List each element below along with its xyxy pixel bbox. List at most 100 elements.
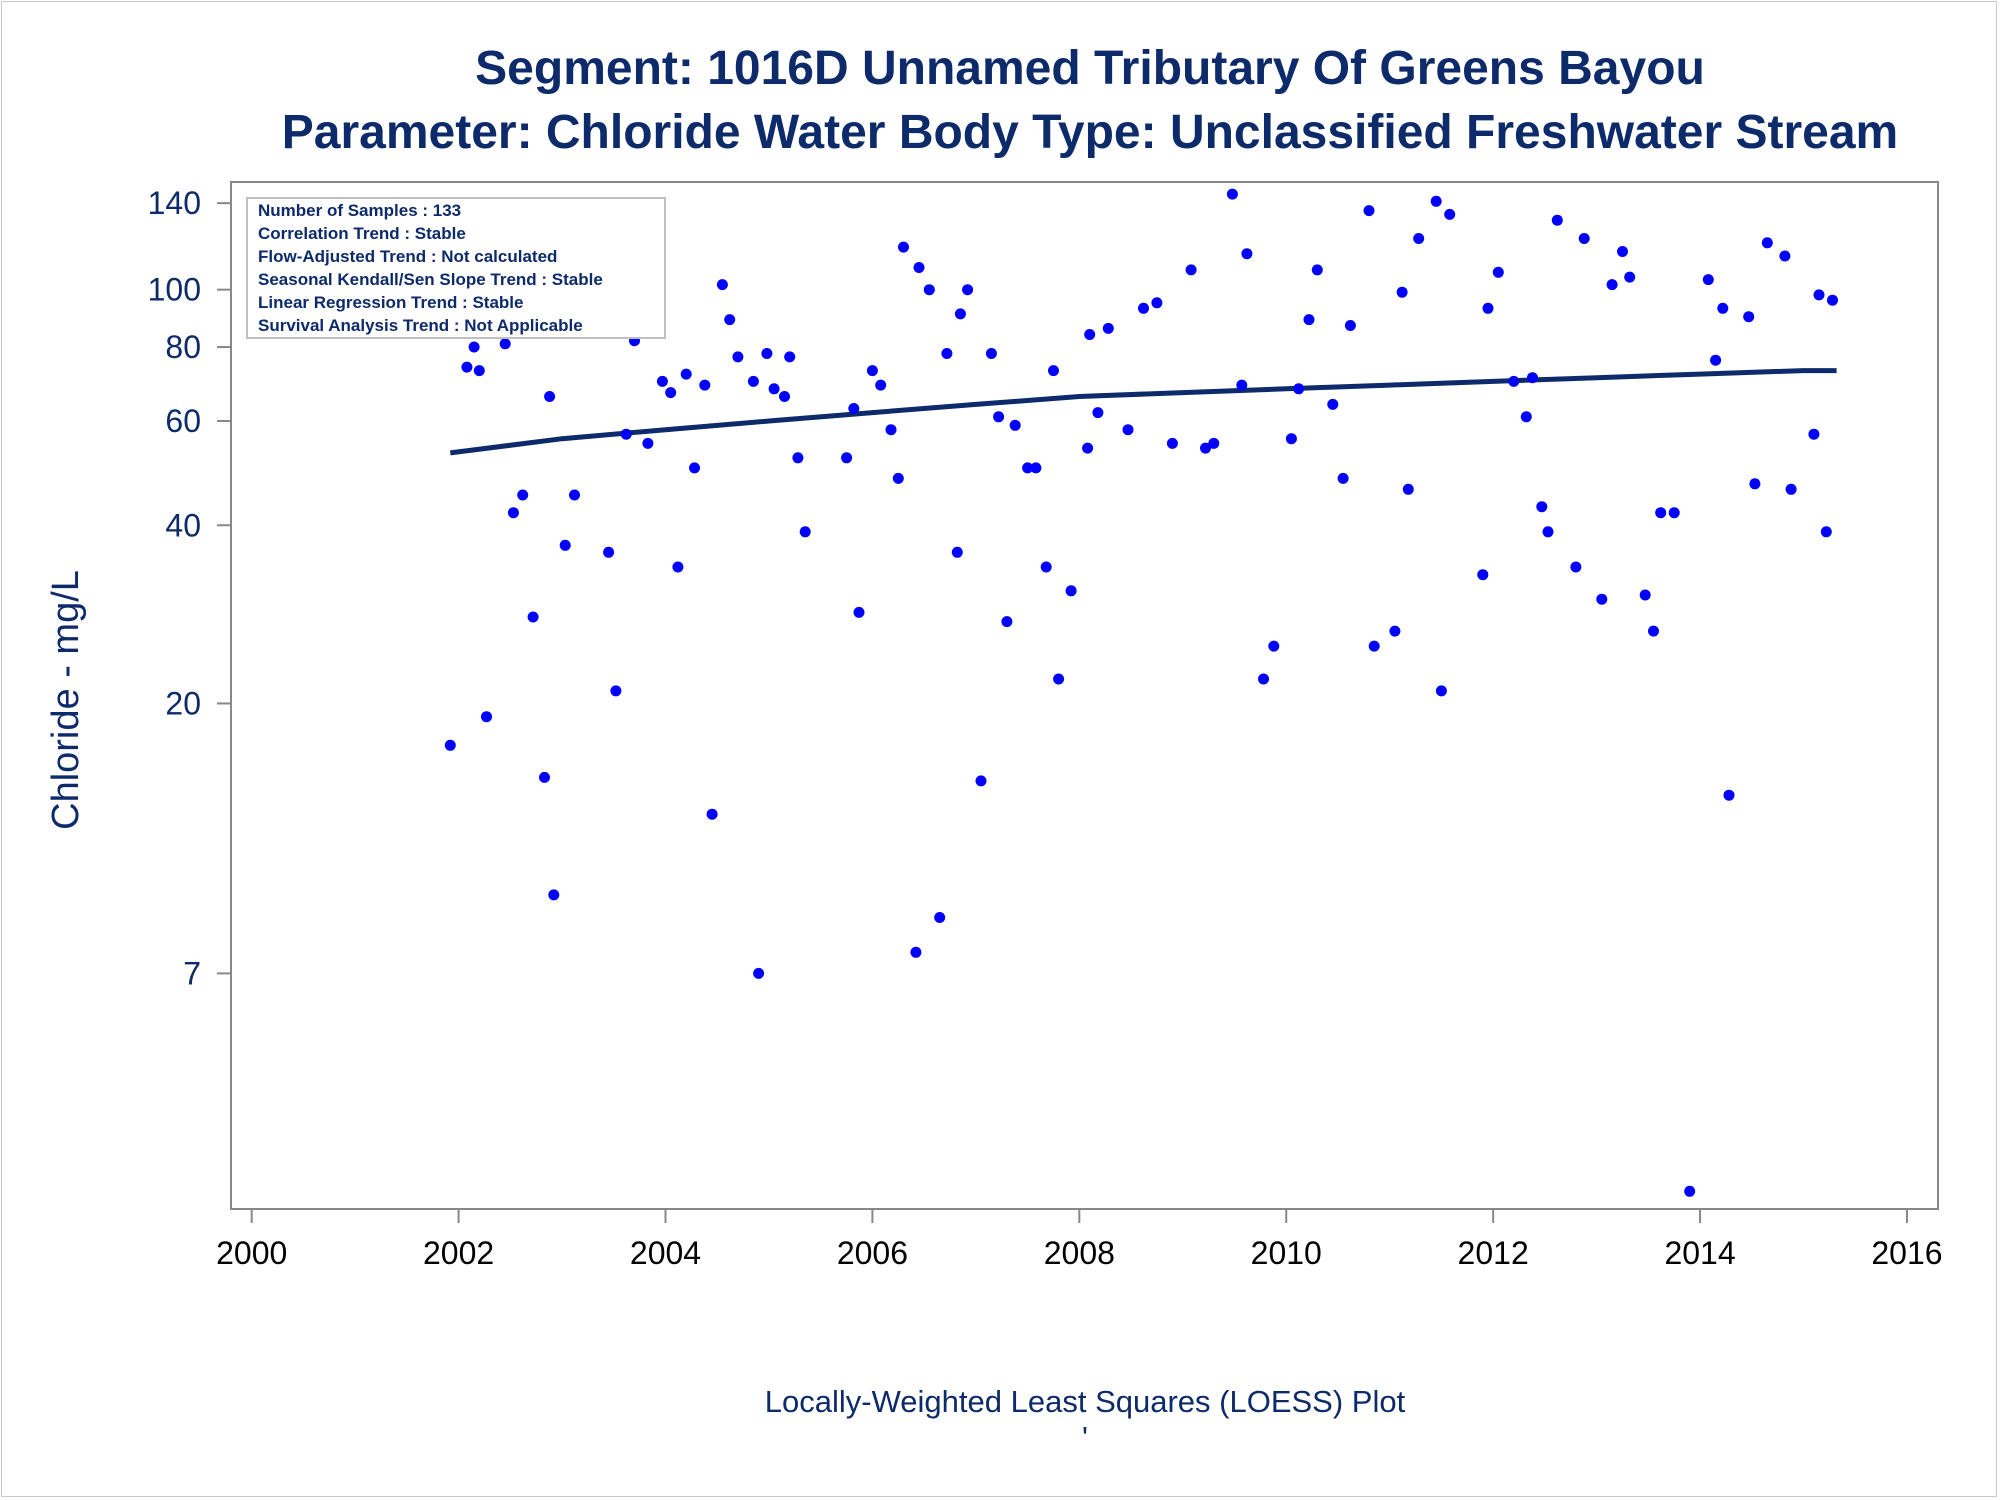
data-point (1200, 442, 1211, 454)
data-point (1813, 289, 1825, 301)
data-point (747, 375, 759, 387)
data-point (1311, 264, 1323, 276)
data-point (620, 428, 632, 440)
data-point (1022, 462, 1034, 474)
data-point (962, 284, 974, 296)
data-point (1151, 297, 1163, 309)
data-point (1655, 507, 1667, 519)
data-point (768, 383, 780, 395)
data-point (517, 489, 529, 501)
data-point (1570, 561, 1582, 573)
data-point (1702, 274, 1714, 286)
y-tick-label: 80 (165, 329, 201, 365)
data-point (1208, 437, 1220, 449)
data-point (706, 808, 718, 820)
y-tick-label: 40 (165, 507, 201, 543)
data-point (1413, 233, 1425, 244)
data-point (724, 314, 736, 326)
data-point (1710, 354, 1722, 366)
data-point (910, 946, 922, 958)
data-point (1717, 302, 1729, 314)
data-point (1285, 433, 1297, 445)
x-tick-label: 2000 (216, 1235, 287, 1271)
y-tick-label: 100 (148, 272, 201, 308)
data-point (1648, 625, 1659, 637)
data-point (1785, 483, 1797, 495)
data-point (1065, 585, 1077, 597)
data-point (866, 365, 878, 377)
data-point (1268, 640, 1280, 652)
data-point (1241, 248, 1253, 260)
data-point (1293, 383, 1305, 395)
data-point (1430, 195, 1442, 207)
data-point (1435, 685, 1447, 697)
data-point (892, 472, 904, 484)
data-point (1001, 616, 1013, 628)
data-point (1761, 237, 1773, 249)
data-point (941, 348, 953, 359)
data-point (1368, 640, 1380, 652)
data-point (799, 526, 811, 538)
inset-line: Seasonal Kendall/Sen Slope Trend : Stabl… (258, 270, 603, 289)
data-point (1723, 789, 1735, 801)
data-point (1477, 569, 1489, 581)
data-point (1743, 311, 1755, 323)
data-point (539, 771, 550, 783)
data-point (875, 379, 887, 391)
data-point (1808, 428, 1820, 440)
data-point (1053, 673, 1065, 685)
x-axis: 2000 2002 2004 2006 2008 2010 2012 2014 2016 (216, 1209, 1943, 1271)
x-tick-label: 2004 (630, 1235, 701, 1271)
data-point (753, 967, 765, 979)
data-point (1122, 424, 1134, 436)
data-point (761, 348, 773, 359)
data-point (689, 462, 700, 474)
data-point (507, 507, 519, 519)
y-tick-label: 7 (183, 955, 201, 991)
data-point (1820, 526, 1832, 538)
data-point (548, 889, 560, 901)
data-point (1092, 407, 1104, 419)
data-point (1258, 673, 1269, 685)
data-point (1185, 264, 1197, 276)
data-point (716, 279, 728, 291)
data-point (527, 611, 539, 623)
x-tick-label: 2014 (1664, 1235, 1735, 1271)
data-point (1827, 294, 1838, 306)
x-tick-label: 2002 (423, 1235, 494, 1271)
inset-line: Correlation Trend : Stable (258, 224, 466, 243)
data-point (1527, 372, 1538, 384)
data-point (1363, 205, 1375, 217)
x-tick-label: 2008 (1044, 1235, 1115, 1271)
inset-line: Linear Regression Trend : Stable (258, 293, 523, 312)
data-point (1048, 365, 1059, 377)
stats-inset: Number of Samples : 133 Correlation Tren… (246, 197, 666, 339)
x-tick-label: 2006 (837, 1235, 908, 1271)
data-point (1536, 501, 1548, 513)
data-point (1337, 472, 1349, 484)
data-point (951, 546, 963, 558)
inset-line: Number of Samples : 133 (258, 201, 461, 220)
data-point (1749, 478, 1761, 490)
data-point (985, 348, 997, 359)
data-point (444, 739, 456, 751)
data-point (473, 365, 485, 377)
data-point (481, 711, 492, 723)
data-point (699, 379, 711, 391)
data-point (1138, 302, 1149, 314)
x-tick-label: 2012 (1458, 1235, 1529, 1271)
data-point (1520, 411, 1532, 423)
data-point (885, 424, 897, 436)
data-point (461, 361, 473, 373)
data-point (603, 546, 615, 558)
x-tick-label: 2010 (1251, 1235, 1322, 1271)
data-point (732, 351, 744, 363)
data-point (1226, 188, 1238, 200)
data-point (779, 391, 790, 402)
y-tick-label: 20 (165, 685, 201, 721)
inset-line: Flow-Adjusted Trend : Not calculated (258, 247, 557, 266)
data-point (1389, 625, 1401, 637)
footnote-mark: ' (1082, 1420, 1088, 1455)
data-point (1492, 266, 1504, 278)
data-point (913, 262, 925, 273)
